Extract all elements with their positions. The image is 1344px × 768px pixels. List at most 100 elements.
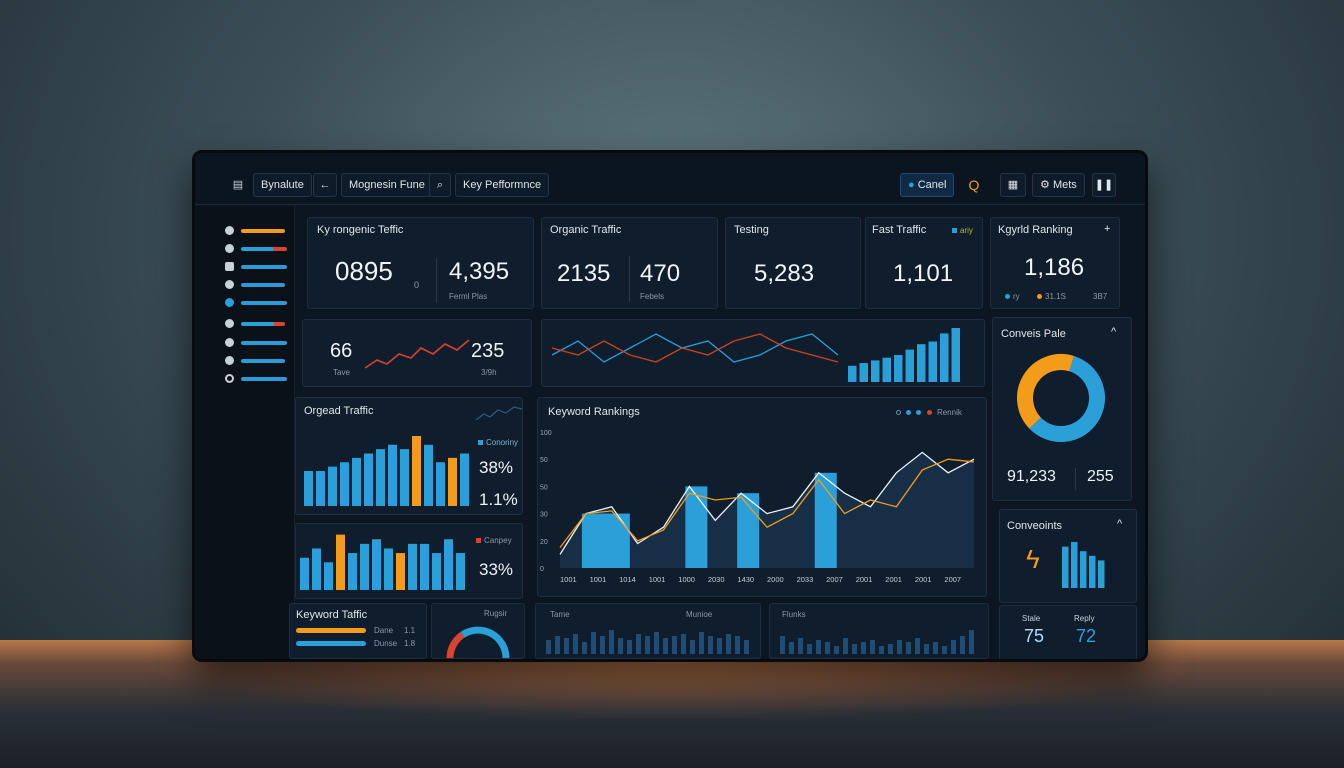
chart-bar bbox=[717, 638, 722, 654]
x-tick-label: 2000 bbox=[767, 575, 784, 584]
grid-icon[interactable]: ▦ bbox=[1000, 173, 1026, 197]
chart-bar bbox=[814, 472, 837, 568]
series-line bbox=[551, 333, 839, 363]
chart-bar bbox=[816, 640, 821, 654]
kpi-value: 470 bbox=[640, 260, 681, 287]
chart-bar bbox=[546, 640, 551, 654]
trend-sublabel: 3/9h bbox=[481, 368, 497, 377]
kpi-sublabel: Ferml Plas bbox=[449, 292, 488, 301]
chevron-up-icon[interactable]: ^ bbox=[1111, 326, 1117, 338]
bottom-label: Flunks bbox=[782, 610, 806, 619]
chart-bar bbox=[672, 636, 677, 654]
chart-bar bbox=[1098, 560, 1105, 588]
chart-bar bbox=[933, 642, 938, 654]
trend-bar-chart bbox=[848, 328, 960, 382]
cancel-label: Canel bbox=[917, 179, 947, 191]
chart-bar bbox=[400, 449, 409, 506]
kpi-card-testing: Testing 5,283 bbox=[725, 217, 861, 309]
chart-bar bbox=[654, 632, 659, 654]
stat-label: Reply bbox=[1074, 614, 1095, 623]
sidebar-item-3[interactable] bbox=[225, 262, 295, 272]
sidebar-icon bbox=[225, 356, 234, 365]
chart-bar bbox=[618, 638, 623, 654]
chart-bar bbox=[951, 640, 956, 654]
sidebar-item-2[interactable] bbox=[225, 244, 295, 254]
chart-bar bbox=[879, 646, 884, 654]
chart-bar bbox=[882, 357, 891, 382]
chart-bar bbox=[663, 638, 668, 654]
kpi-card-fast-traffic: Fast Traffic ariy 1,101 bbox=[865, 217, 983, 309]
mets-button[interactable]: ⚙ Mets bbox=[1032, 173, 1085, 197]
tab-bynalute[interactable]: Bynalute bbox=[253, 173, 312, 197]
chevron-up-icon[interactable]: ^ bbox=[1117, 518, 1123, 530]
card-title: Keyword Rankings bbox=[548, 406, 640, 418]
chart-legend: Rennik bbox=[896, 408, 962, 417]
sidebar-item-5[interactable] bbox=[225, 298, 295, 308]
y-tick-label: 0 bbox=[540, 566, 544, 573]
series-line bbox=[551, 333, 839, 363]
chart-bar bbox=[897, 640, 902, 654]
tab-mognesin-fune[interactable]: Mognesin Fune bbox=[341, 173, 433, 197]
sidebar-item-7[interactable] bbox=[225, 338, 295, 348]
chart-bar bbox=[412, 436, 421, 506]
kpi-value: 0895 bbox=[335, 256, 393, 286]
pause-icon[interactable]: ❚❚ bbox=[1092, 173, 1116, 197]
sidebar-item-bar bbox=[241, 247, 287, 251]
y-tick-label: 100 bbox=[540, 430, 552, 437]
x-tick-label: 2001 bbox=[915, 575, 932, 584]
home-icon[interactable]: ▤ bbox=[232, 179, 244, 191]
conversion-value: 255 bbox=[1087, 468, 1114, 485]
tab-key-performance[interactable]: Key Pefformnce bbox=[455, 173, 550, 197]
kpi-value: 1,101 bbox=[893, 260, 954, 287]
organic-bar-chart-2 bbox=[300, 534, 465, 590]
add-icon[interactable]: + bbox=[1104, 223, 1111, 235]
sidebar-item-8[interactable] bbox=[225, 356, 295, 366]
sidebar-item-6[interactable] bbox=[225, 319, 295, 329]
sidebar-item-9[interactable] bbox=[225, 374, 295, 384]
conversions-bar-chart bbox=[1062, 542, 1105, 588]
kpi-card-organic-traffic-2: Organic Traffic 2135 470 Febels bbox=[541, 217, 718, 309]
search-alert-icon[interactable]: Q bbox=[968, 177, 980, 193]
chart-bar bbox=[645, 636, 650, 654]
cancel-button[interactable]: ● Canel bbox=[900, 173, 955, 197]
chart-bar bbox=[456, 553, 465, 590]
conversion-donut-chart bbox=[1017, 354, 1105, 442]
x-tick-label: 2001 bbox=[885, 575, 902, 584]
sidebar-item-bar bbox=[241, 301, 287, 305]
chart-bar bbox=[348, 553, 357, 590]
organic-bar-chart-1 bbox=[304, 436, 469, 506]
y-tick-label: 50 bbox=[540, 484, 548, 491]
search-icon[interactable]: ⌕ bbox=[429, 173, 451, 197]
trend-card: 66 Tave 235 3/9h bbox=[302, 319, 532, 387]
bottom-label: Munioe bbox=[686, 610, 713, 619]
chart-bar bbox=[807, 644, 812, 654]
kpi-value: 2135 bbox=[557, 260, 611, 287]
stat-label: Stale bbox=[1022, 614, 1041, 623]
chart-bar bbox=[940, 333, 949, 382]
donut-slice bbox=[1029, 355, 1105, 442]
trend-sublabel: Tave bbox=[333, 368, 350, 377]
organic-percent: 38% bbox=[479, 458, 514, 477]
chart-bar bbox=[685, 486, 708, 568]
chart-bar bbox=[609, 630, 614, 654]
chart-bar bbox=[928, 341, 937, 382]
sidebar-item-bar bbox=[241, 359, 285, 363]
trend-value: 66 bbox=[330, 340, 353, 362]
chart-bar bbox=[780, 636, 785, 654]
sidebar-item-1[interactable] bbox=[225, 226, 295, 236]
conversion-value: 91,233 bbox=[1007, 468, 1056, 485]
card-legend: ariy bbox=[952, 226, 973, 235]
chart-bar bbox=[328, 466, 337, 506]
arrow-left-icon[interactable]: ← bbox=[313, 173, 337, 197]
chart-bar bbox=[848, 365, 857, 382]
x-tick-label: 1430 bbox=[737, 575, 754, 584]
conversions-card: Conveoints ^ ϟ bbox=[999, 509, 1137, 603]
sidebar-item-bar bbox=[241, 341, 287, 345]
chart-bar bbox=[726, 634, 731, 654]
card-title: Conveoints bbox=[1007, 520, 1063, 532]
sidebar-item-4[interactable] bbox=[225, 280, 295, 290]
chart-bar bbox=[905, 349, 914, 382]
trend-value: 235 bbox=[471, 340, 505, 362]
card-title: Orgead Traffic bbox=[304, 405, 374, 417]
chart-bar bbox=[708, 636, 713, 654]
